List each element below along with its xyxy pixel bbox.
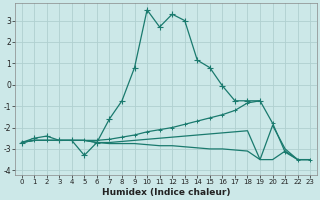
- X-axis label: Humidex (Indice chaleur): Humidex (Indice chaleur): [102, 188, 230, 197]
